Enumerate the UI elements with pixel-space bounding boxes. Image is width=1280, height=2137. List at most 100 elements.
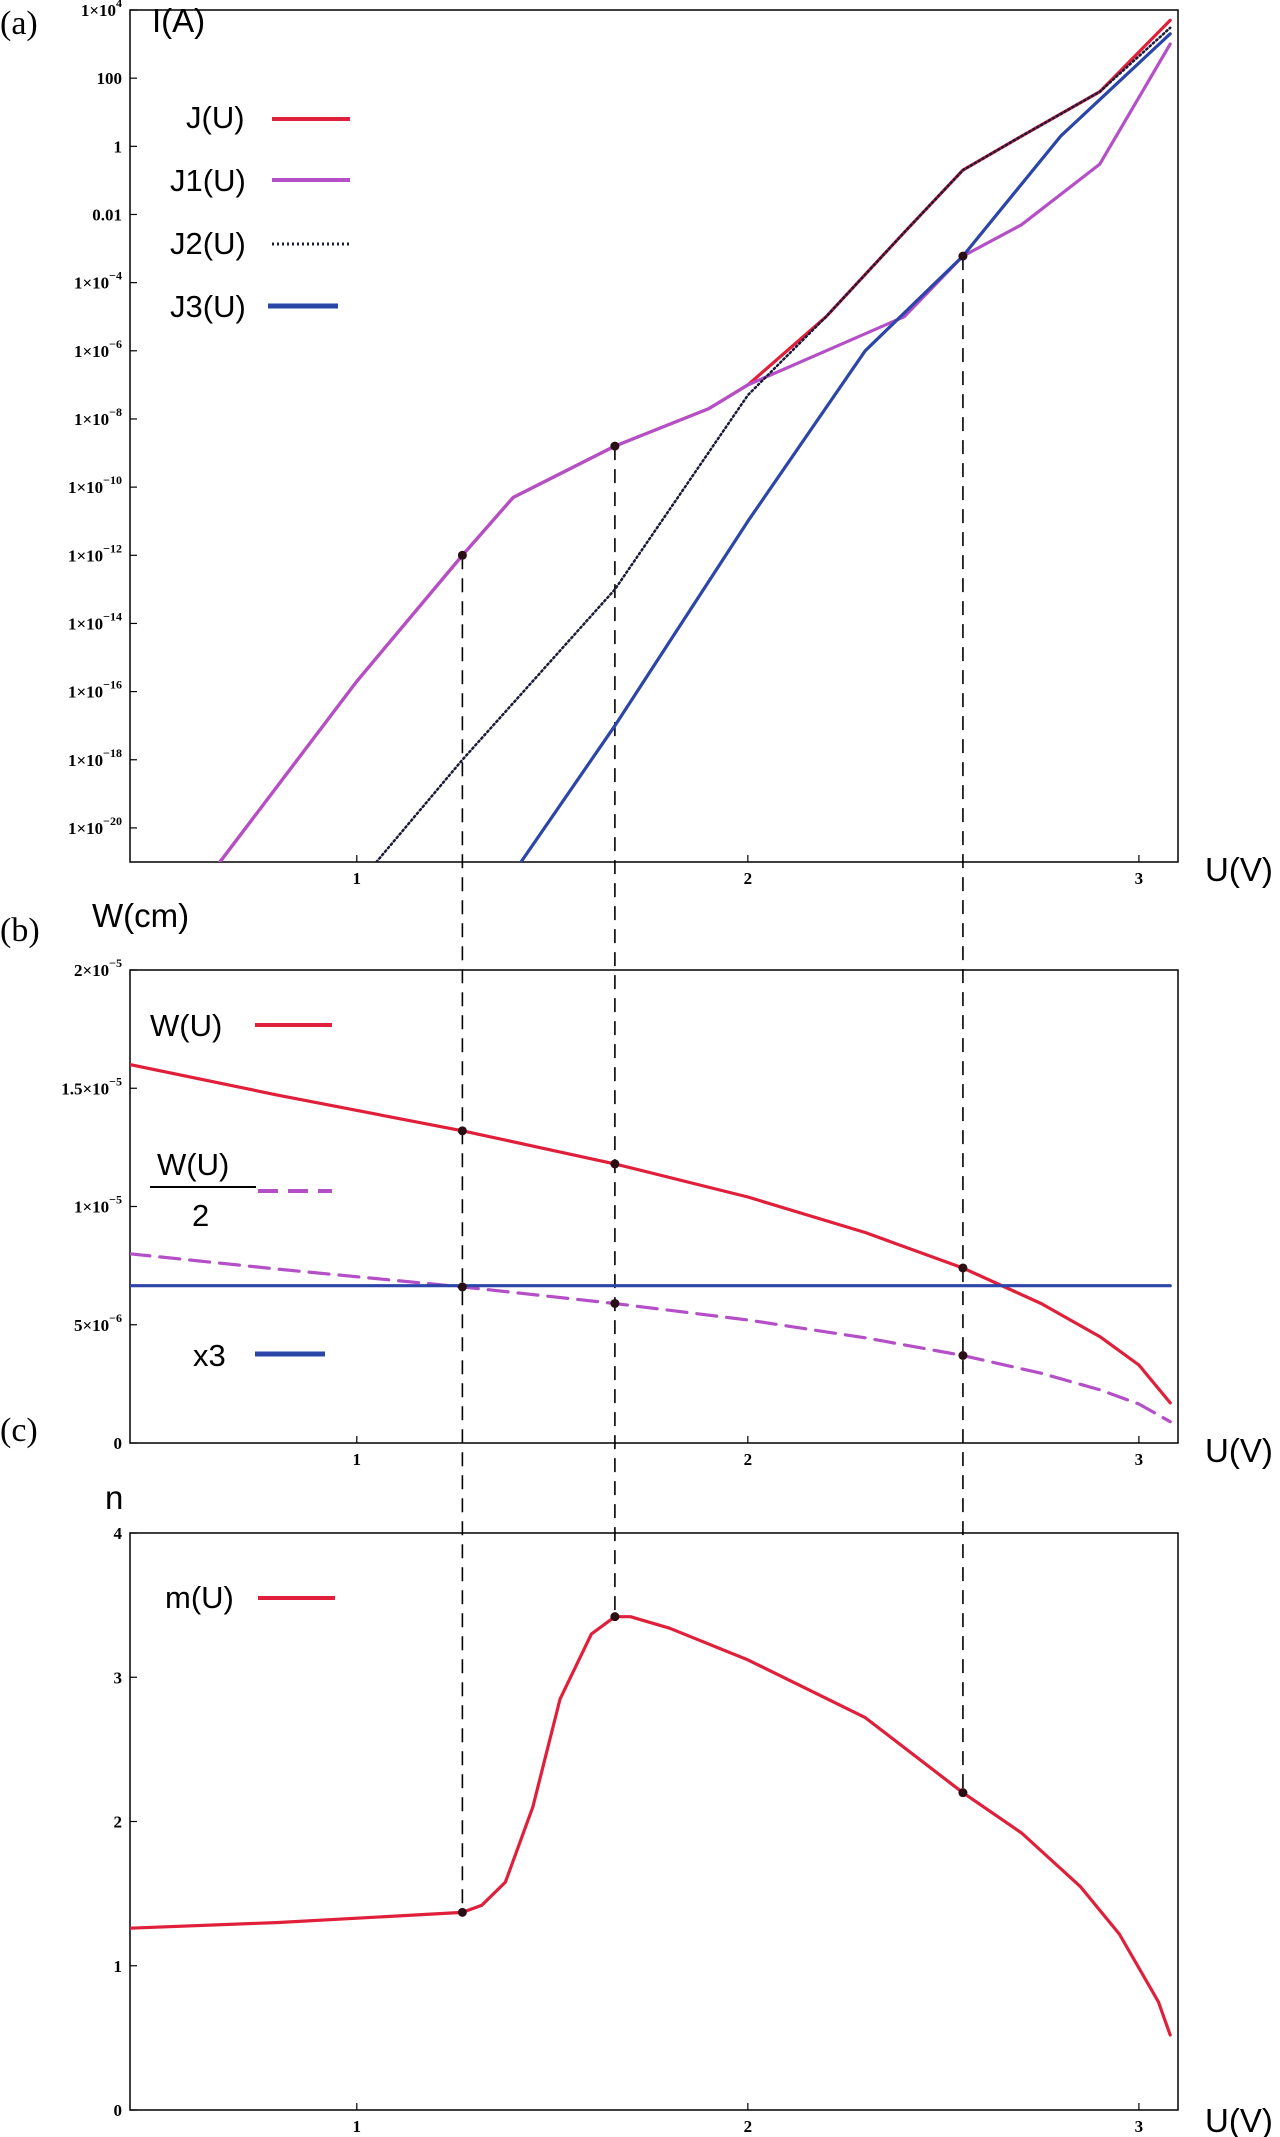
legend-item-J: J(U) (186, 100, 350, 135)
series-line-b-1 (130, 1252, 1172, 1424)
y-tick-exp-a-10: −16 (103, 678, 122, 692)
y-tick-base-a-6: 1×10 (74, 410, 109, 429)
legend-item-W-half: W(U) 2 (150, 1147, 332, 1233)
y-tick-label-a-11: 1×10−18 (68, 746, 122, 770)
y-tick-base-c-3: 1 (114, 1957, 123, 1976)
panel-label-c: (c) (0, 1412, 38, 1449)
legend-item-x3: x3 (193, 1338, 325, 1373)
y-tick-base-a-7: 1×10 (68, 478, 103, 497)
y-axis-title-c: n (105, 1479, 123, 1516)
panel-c-plot: 1 2 3 4 3 2 1 0 (114, 1524, 1172, 2136)
legend-label-x3: x3 (193, 1338, 226, 1373)
legend-c: m(U) (165, 1580, 335, 1615)
y-tick-exp-a-4: −4 (109, 269, 122, 283)
y-axis-title-a: I(A) (152, 2, 205, 39)
plot-frame-c (129, 1532, 1179, 2111)
x-axis-title-c: U(V) (1205, 2102, 1273, 2137)
y-tick-exp-b-0: −5 (109, 956, 122, 970)
y-tick-base-c-2: 2 (114, 1813, 123, 1832)
x-tick-label-c-2: 3 (1135, 2117, 1144, 2136)
y-tick-label-a-6: 1×10−8 (74, 405, 122, 429)
y-tick-label-a-4: 1×10−4 (74, 269, 122, 293)
y-tick-exp-b-1: −5 (109, 1074, 122, 1088)
x-axis-title-a: U(V) (1205, 851, 1273, 888)
y-tick-exp-a-12: −20 (103, 814, 122, 828)
marker-a-0 (457, 550, 467, 560)
y-tick-label-a-7: 1×10−10 (68, 473, 122, 497)
marker-b-1 (610, 1159, 620, 1169)
marker-a-2 (958, 251, 968, 261)
legend-label-W-half-denominator: 2 (192, 1198, 209, 1233)
y-tick-base-b-2: 1×10 (74, 1198, 109, 1217)
marker-b-2 (958, 1263, 968, 1273)
y-tick-label-b-3: 5×10−6 (74, 1311, 122, 1335)
y-tick-label-c-0: 4 (114, 1524, 123, 1543)
y-tick-base-a-12: 1×10 (68, 819, 103, 838)
y-tick-base-b-3: 5×10 (74, 1316, 109, 1335)
y-tick-label-a-8: 1×10−12 (68, 541, 122, 565)
y-tick-base-a-9: 1×10 (68, 614, 103, 633)
y-tick-exp-a-8: −12 (103, 541, 122, 555)
y-tick-label-b-1: 1.5×10−5 (61, 1074, 122, 1098)
y-tick-exp-a-11: −18 (103, 746, 122, 760)
x-tick-label-b-1: 2 (744, 1450, 753, 1469)
y-tick-label-a-5: 1×10−6 (74, 337, 122, 361)
y-tick-exp-a-7: −10 (103, 473, 122, 487)
y-tick-exp-a-0: 4 (116, 0, 122, 10)
legend-label-J: J(U) (186, 100, 245, 135)
y-tick-base-c-4: 0 (114, 2101, 123, 2120)
legend-a: J(U) J1(U) J2(U) J3(U) (170, 100, 350, 324)
series-line-c-0 (130, 1615, 1172, 2037)
panel-a-plot: 1 2 31×10410010.011×10−41×10−61×10−81×10−1… (68, 0, 1172, 888)
y-tick-label-a-3: 0.01 (92, 205, 122, 224)
y-tick-label-a-9: 1×10−14 (68, 609, 122, 633)
x-tick-label-c-0: 1 (353, 2117, 362, 2136)
panel-b-plot: 1 2 32×10−51.5×10−51×10−55×10−60 (61, 956, 1172, 1469)
legend-label-J3: J3(U) (170, 289, 246, 324)
panel-label-b: (b) (0, 912, 40, 949)
y-tick-base-c-1: 3 (114, 1668, 123, 1687)
legend-label-m: m(U) (165, 1580, 234, 1615)
series-line-a-0 (218, 18, 1172, 862)
legend-label-W: W(U) (150, 1008, 222, 1043)
y-tick-base-b-4: 0 (114, 1434, 123, 1453)
marker-c-0 (457, 1907, 467, 1917)
legend-label-J1: J1(U) (170, 163, 246, 198)
marker-a-1 (610, 441, 620, 451)
y-tick-base-a-8: 1×10 (68, 546, 103, 565)
y-tick-label-b-4: 0 (114, 1434, 123, 1453)
y-tick-exp-a-5: −6 (109, 337, 122, 351)
legend-item-J3: J3(U) (170, 289, 338, 324)
y-tick-label-a-10: 1×10−16 (68, 678, 122, 702)
y-tick-exp-a-6: −8 (109, 405, 122, 419)
y-tick-label-a-2: 1 (114, 137, 123, 156)
x-tick-label-c-1: 2 (744, 2117, 753, 2136)
vertical-guides (461, 256, 964, 1913)
legend-item-W: W(U) (150, 1008, 332, 1043)
y-tick-exp-b-2: −5 (109, 1193, 122, 1207)
marker-b-3 (457, 1282, 467, 1292)
y-tick-base-a-1: 100 (97, 69, 123, 88)
y-tick-base-a-5: 1×10 (74, 342, 109, 361)
plot-frame-b (129, 969, 1179, 1444)
legend-item-m: m(U) (165, 1580, 335, 1615)
legend-label-W-half-numerator: W(U) (157, 1147, 229, 1182)
panel-label-a: (a) (0, 5, 38, 42)
series-line-a-3 (519, 32, 1172, 862)
y-tick-base-a-0: 1×10 (81, 1, 116, 20)
y-tick-label-a-12: 1×10−20 (68, 814, 122, 838)
legend-item-J2: J2(U) (170, 226, 350, 261)
y-tick-base-a-3: 0.01 (92, 205, 122, 224)
legend-b: W(U) W(U) 2 x3 (150, 1008, 332, 1373)
x-tick-label-b-0: 1 (353, 1450, 362, 1469)
y-tick-label-b-2: 1×10−5 (74, 1193, 122, 1217)
series-line-b-0 (130, 1062, 1172, 1405)
y-tick-label-c-2: 2 (114, 1813, 123, 1832)
marker-b-4 (610, 1298, 620, 1308)
y-axis-title-b: W(cm) (92, 897, 189, 934)
plot-frame-a (129, 9, 1179, 863)
y-tick-base-a-11: 1×10 (68, 751, 103, 770)
x-tick-label-a-2: 3 (1135, 869, 1144, 888)
y-tick-base-b-1: 1.5×10 (61, 1079, 109, 1098)
